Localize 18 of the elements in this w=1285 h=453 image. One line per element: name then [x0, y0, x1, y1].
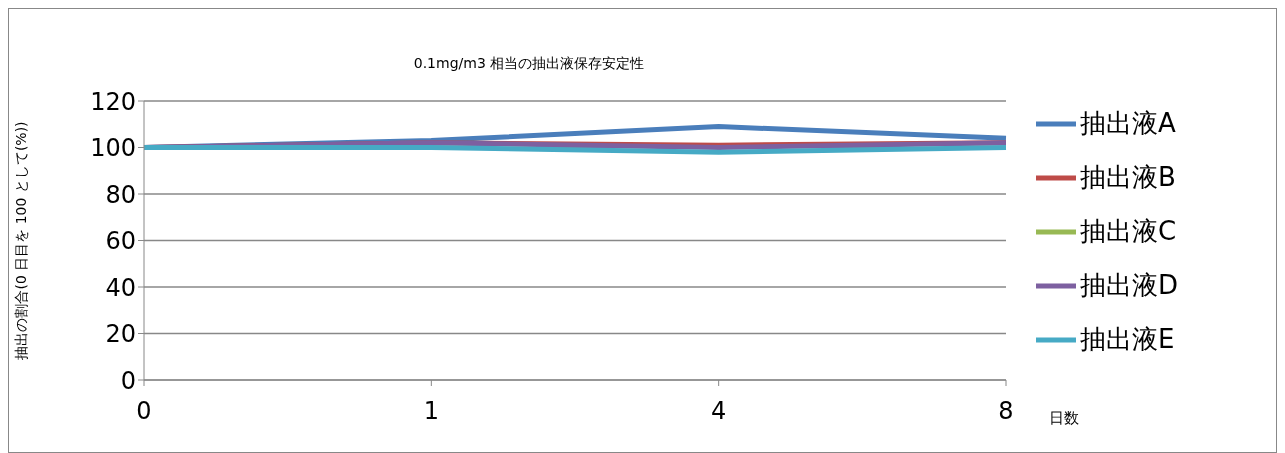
- legend-label: 抽出液A: [1080, 107, 1176, 138]
- y-axis-title: 抽出の割合(0 日目を 100 として(%)): [12, 121, 29, 360]
- legend-label: 抽出液D: [1080, 269, 1179, 300]
- y-tick-label: 100: [90, 134, 136, 163]
- legend-label: 抽出液E: [1080, 323, 1175, 354]
- y-tick-label: 120: [90, 87, 136, 116]
- legend-label: 抽出液C: [1080, 215, 1177, 246]
- y-tick-label: 60: [105, 227, 136, 256]
- y-tick-label: 80: [105, 180, 136, 209]
- chart-title: 0.1mg/m3 相当の抽出液保存安定性: [412, 55, 646, 73]
- x-tick-label: 1: [423, 397, 439, 426]
- y-tick-label: 40: [105, 273, 136, 302]
- y-tick-label: 20: [105, 320, 136, 349]
- x-tick-label: 4: [711, 397, 727, 426]
- x-axis-title: 日数: [1049, 409, 1079, 428]
- legend-label: 抽出液B: [1080, 161, 1176, 192]
- x-tick-label: 8: [998, 397, 1014, 426]
- y-tick-label: 0: [120, 366, 136, 395]
